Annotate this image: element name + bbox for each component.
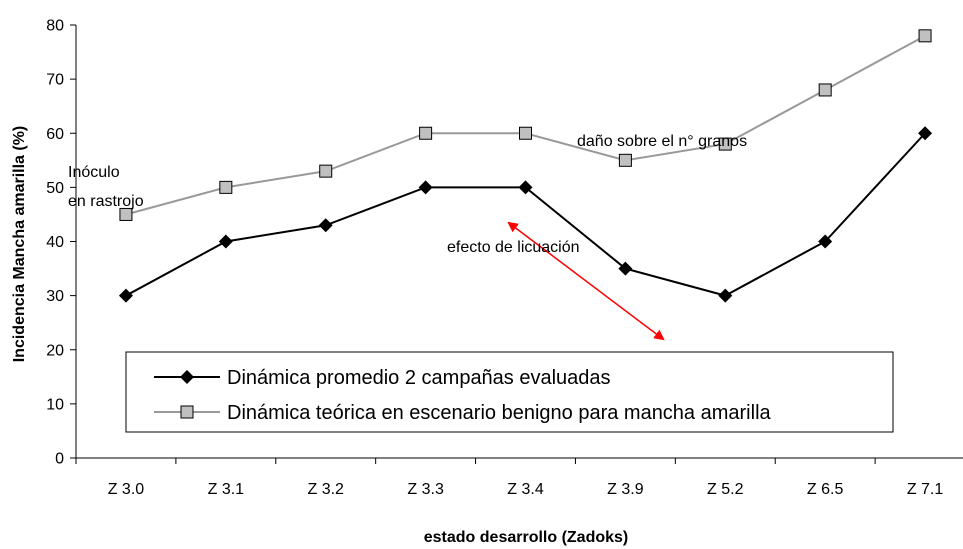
data-point [519,126,532,140]
data-point [518,180,533,195]
x-tick-label: Z 3.3 [407,481,444,498]
x-tick-label: Z 3.2 [307,481,344,498]
data-point [918,29,932,43]
data-point [418,180,433,195]
x-tick-label: Z 7.1 [907,481,944,498]
data-point [119,207,133,221]
y-tick-label: 70 [46,72,64,89]
data-point [319,164,333,178]
data-point [618,153,632,167]
x-tick-label: Z 6.5 [807,481,844,498]
annotation-efecto: efecto de licuación [447,239,580,256]
legend-label-series-2: Dinámica teórica en escenario benigno pa… [227,402,772,424]
x-tick-label: Z 5.2 [707,481,744,498]
series-group [118,29,933,303]
annotation-inoculo-2: en rastrojo [68,193,144,210]
data-point [718,288,733,303]
data-point [818,234,833,249]
data-point [318,218,333,233]
data-point [218,234,233,249]
data-point [718,137,732,151]
x-axis: Z 3.0 Z 3.1 Z 3.2 Z 3.3 Z 3.4 Z 3.9 Z 5.2 Z 6.5… [75,457,963,498]
liquefaction-arrow [507,221,665,341]
series-1-line [125,132,926,297]
y-tick-label: 0 [55,451,64,468]
y-axis: 0 10 20 30 40 50 60 70 80 [46,18,77,468]
x-tick-label: Z 3.1 [208,481,245,498]
data-point [118,288,133,303]
series-1 [118,126,933,303]
x-tick-label: Z 3.4 [507,481,544,498]
annotation-dano: daño sobre el n° granos [577,133,747,150]
y-tick-label: 50 [46,180,64,197]
annotation-inoculo-1: Inóculo [68,164,120,181]
y-tick-label: 30 [46,288,64,305]
data-point [818,83,832,97]
x-tick-label: Z 3.9 [607,481,644,498]
y-tick-label: 20 [46,342,64,359]
legend: Dinámica promedio 2 campañas evaluadas D… [125,351,894,433]
legend-box [125,351,894,433]
series-2 [119,29,932,221]
y-tick-label: 60 [46,126,64,143]
y-tick-label: 40 [46,234,64,251]
y-tick-label: 10 [46,396,64,413]
legend-marker-series-2 [180,405,194,419]
y-axis-title: Incidencia Mancha amarilla (%) [11,126,28,363]
y-tick-label: 80 [46,18,64,35]
legend-marker-series-1 [180,370,194,384]
x-axis-title: estado desarrollo (Zadoks) [424,529,629,546]
data-point [918,126,933,141]
data-point [219,180,233,194]
legend-label-series-1: Dinámica promedio 2 campañas evaluadas [227,367,611,389]
x-tick-label: Z 3.0 [108,481,145,498]
data-point [419,126,433,140]
